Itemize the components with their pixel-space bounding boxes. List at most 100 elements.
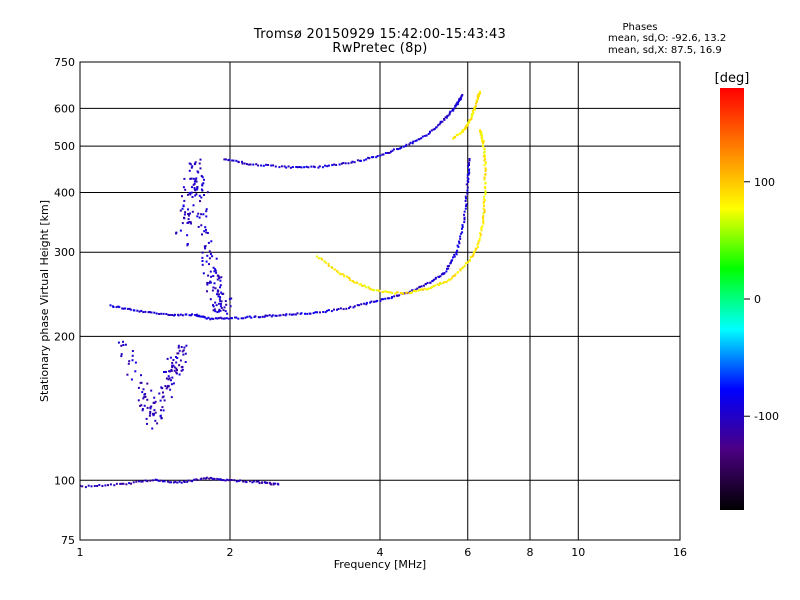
echo-point <box>458 240 460 243</box>
echo-point <box>437 124 440 127</box>
echo-point <box>282 313 285 316</box>
echo-point <box>441 120 444 123</box>
echo-point <box>414 289 417 292</box>
echo-point <box>178 349 181 352</box>
echo-point <box>451 259 454 262</box>
echo-point <box>161 406 164 409</box>
echo-point <box>420 288 423 291</box>
echo-point <box>283 165 286 168</box>
echo-point <box>483 205 485 208</box>
echo-point <box>470 115 473 117</box>
y-tick-label: 750 <box>54 56 75 69</box>
echo-point <box>195 193 198 196</box>
echo-point <box>481 225 484 228</box>
echo-point <box>109 304 112 307</box>
echo-point <box>432 128 435 131</box>
echo-point <box>336 270 339 273</box>
echo-point <box>422 284 425 287</box>
echo-point <box>363 159 366 162</box>
echo-point <box>191 196 194 198</box>
echo-point <box>450 261 452 264</box>
echo-point <box>433 127 436 130</box>
echo-point <box>358 283 361 286</box>
echo-point <box>146 382 149 385</box>
echo-point <box>356 281 359 284</box>
echo-point <box>209 318 212 321</box>
echo-point <box>313 166 316 169</box>
echo-point <box>183 346 186 349</box>
echo-point <box>239 479 242 482</box>
echo-point <box>183 177 186 180</box>
echo-point <box>206 191 209 194</box>
echo-point <box>257 164 260 167</box>
echo-point <box>472 253 475 256</box>
echo-point <box>476 95 479 97</box>
echo-point <box>197 225 200 228</box>
echo-point <box>473 106 476 109</box>
echo-point <box>104 484 107 487</box>
echo-point <box>125 483 128 486</box>
echo-point <box>223 158 226 161</box>
echo-point <box>137 386 140 389</box>
colorbar-tick-label: 100 <box>754 176 775 189</box>
echo-point <box>300 312 303 315</box>
echo-point <box>471 113 474 115</box>
echo-point <box>172 382 175 385</box>
echo-point <box>224 300 227 303</box>
chart-title: Tromsø 20150929 15:42:00-15:43:43 <box>253 27 507 42</box>
echo-point <box>187 208 189 211</box>
echo-point <box>142 311 145 314</box>
echo-point <box>177 346 180 349</box>
echo-point <box>379 299 382 302</box>
echo-point <box>419 289 422 291</box>
echo-point <box>166 480 169 483</box>
echo-point <box>352 280 354 283</box>
echo-point <box>120 355 123 358</box>
x-tick-label: 4 <box>377 546 384 559</box>
echo-point <box>258 482 261 485</box>
echo-point <box>477 96 480 99</box>
echo-point <box>344 162 347 165</box>
echo-point <box>225 317 228 320</box>
echo-point <box>352 306 355 309</box>
echo-point <box>447 264 450 267</box>
echo-point <box>463 221 466 224</box>
echo-point <box>454 104 457 107</box>
echo-point <box>420 285 423 288</box>
echo-point <box>305 165 308 168</box>
echo-point <box>217 302 220 305</box>
echo-point <box>229 305 232 308</box>
echo-point <box>163 480 166 483</box>
echo-point <box>146 480 149 483</box>
echo-point <box>233 479 236 482</box>
echo-point <box>163 371 165 373</box>
echo-point <box>237 317 240 320</box>
echo-point <box>423 287 426 290</box>
echo-point <box>196 479 199 481</box>
echo-point <box>463 216 466 219</box>
echo-point <box>477 240 480 243</box>
echo-point <box>472 108 475 111</box>
echo-point <box>292 313 295 316</box>
echo-point <box>261 315 264 318</box>
echo-point <box>476 243 479 246</box>
echo-point <box>101 485 104 487</box>
echo-point <box>432 285 435 288</box>
echo-point <box>119 482 122 485</box>
echo-point <box>210 317 213 320</box>
echo-point <box>186 243 189 245</box>
echo-point <box>188 314 191 317</box>
echo-point <box>245 481 248 484</box>
echo-point <box>193 187 196 190</box>
echo-point <box>80 484 82 487</box>
echo-point <box>192 177 195 180</box>
echo-point <box>184 352 187 355</box>
echo-point <box>243 162 246 165</box>
echo-point <box>341 273 344 276</box>
echo-point <box>438 276 441 278</box>
echo-point <box>115 482 118 485</box>
echo-point <box>117 341 120 344</box>
echo-point <box>191 210 194 213</box>
echo-point <box>149 479 152 482</box>
echo-point <box>222 292 225 295</box>
